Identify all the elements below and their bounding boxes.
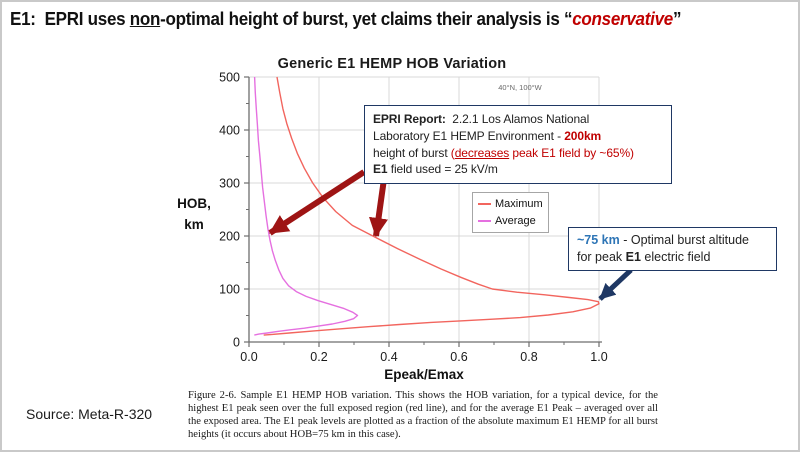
text-segment: for peak bbox=[577, 249, 626, 264]
optimal-altitude-callout: ~75 km - Optimal burst altitude for peak … bbox=[568, 227, 777, 271]
text-segment: peak E1 field by ~65%) bbox=[509, 145, 634, 160]
chart-legend: Maximum Average bbox=[472, 192, 549, 233]
text-segment: - Optimal burst altitude bbox=[619, 233, 749, 247]
text-line: E1 field used = 25 kV/m bbox=[373, 161, 663, 178]
text-segment: height of burst bbox=[373, 145, 451, 160]
x-axis-label: Epeak/Emax bbox=[384, 367, 464, 382]
text-segment: -optimal height of burst, yet claims the… bbox=[160, 8, 573, 29]
text-segment: EPRI Report: bbox=[373, 112, 446, 126]
text-segment: Laboratory E1 HEMP Environment - bbox=[373, 128, 565, 143]
svg-text:500: 500 bbox=[219, 71, 240, 85]
arrow-to-peak-75km bbox=[598, 268, 633, 301]
svg-text:100: 100 bbox=[219, 283, 240, 297]
svg-text:0.8: 0.8 bbox=[520, 350, 537, 364]
text-segment: field used = 25 kV/m bbox=[387, 162, 498, 177]
text-segment: E1: EPRI uses bbox=[10, 8, 130, 29]
text-segment: E1 bbox=[373, 162, 388, 177]
average-curve bbox=[253, 76, 359, 336]
text-segment: ~75 km bbox=[577, 233, 620, 247]
svg-text:0.4: 0.4 bbox=[380, 350, 397, 364]
figure-caption: Figure 2-6. Sample E1 HEMP HOB variation… bbox=[188, 390, 658, 441]
text-line: EPRI Report: 2.2.1 Los Alamos National bbox=[373, 111, 663, 128]
text-segment: electric field bbox=[640, 249, 711, 264]
legend-label: Average bbox=[495, 214, 536, 227]
legend-label: Maximum bbox=[495, 198, 543, 210]
legend-entry-maximum: Maximum bbox=[478, 196, 543, 213]
text-line: E1: EPRI uses non-optimal height of burs… bbox=[10, 8, 681, 30]
chart-title: Generic E1 HEMP HOB Variation bbox=[277, 56, 507, 72]
average-line-swatch bbox=[478, 219, 491, 222]
y-axis-label-line1: HOB, bbox=[177, 196, 211, 211]
text-line: ~75 km - Optimal burst altitude bbox=[577, 232, 768, 249]
text-segment: ” bbox=[672, 8, 682, 29]
svg-text:0: 0 bbox=[233, 336, 240, 350]
svg-text:0.6: 0.6 bbox=[450, 350, 467, 364]
text-segment: E1 bbox=[625, 249, 641, 264]
text-line: height of burst (decreases peak E1 field… bbox=[373, 145, 663, 162]
svg-text:200: 200 bbox=[219, 230, 240, 244]
text-segment: ( bbox=[450, 145, 455, 160]
svg-text:300: 300 bbox=[219, 177, 240, 191]
text-segment: 200km bbox=[564, 128, 602, 143]
text-segment: 2.2.1 Los Alamos National bbox=[445, 112, 590, 126]
text-segment: non bbox=[129, 8, 161, 29]
y-axis-label: HOB, km bbox=[168, 194, 220, 236]
arrow-to-maximum-curve-200km bbox=[368, 178, 389, 238]
arrow-to-average-curve-200km bbox=[268, 169, 366, 236]
chart-location-note: 40°N, 100°W bbox=[498, 83, 542, 92]
maximum-curve bbox=[263, 76, 600, 336]
maximum-line-swatch bbox=[478, 203, 491, 206]
text-segment: decreases bbox=[454, 145, 510, 160]
epri-report-callout: EPRI Report: 2.2.1 Los Alamos National La… bbox=[364, 105, 672, 185]
source-label: Source: Meta-R-320 bbox=[26, 406, 153, 422]
legend-entry-average: Average bbox=[478, 213, 543, 230]
svg-text:0.0: 0.0 bbox=[240, 350, 257, 364]
svg-text:400: 400 bbox=[219, 124, 240, 138]
text-segment: conservative bbox=[572, 8, 673, 29]
svg-text:1.0: 1.0 bbox=[590, 350, 607, 364]
y-axis-label-line2: km bbox=[184, 216, 204, 232]
slide-title: E1: EPRI uses non-optimal height of burs… bbox=[10, 8, 681, 30]
svg-text:0.2: 0.2 bbox=[310, 350, 327, 364]
text-line: Laboratory E1 HEMP Environment - 200km bbox=[373, 128, 663, 145]
text-line: for peak E1 electric field bbox=[577, 249, 768, 266]
